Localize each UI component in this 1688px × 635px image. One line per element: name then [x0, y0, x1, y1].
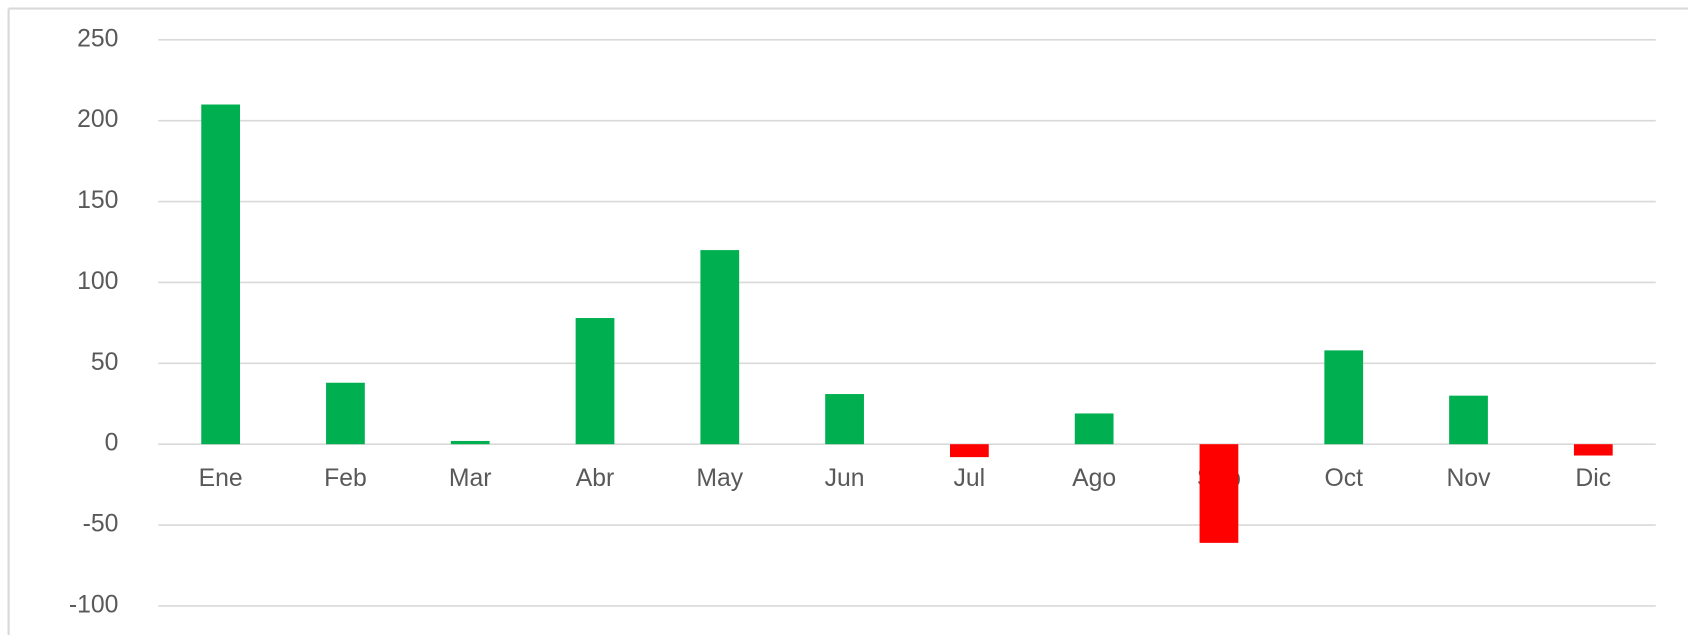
bar	[825, 394, 864, 445]
y-tick-label: -100	[69, 591, 119, 618]
x-tick-label: May	[696, 465, 743, 492]
y-tick-label: -50	[83, 511, 119, 538]
bar	[201, 104, 241, 445]
x-tick-label: Nov	[1447, 465, 1492, 492]
x-tick-label: Abr	[576, 465, 615, 492]
y-tick-label: 250	[77, 25, 118, 52]
bar	[1199, 444, 1239, 543]
y-tick-label: 200	[77, 106, 118, 133]
bar	[1074, 413, 1114, 445]
y-tick-label: 150	[77, 187, 118, 214]
bar	[1573, 444, 1613, 456]
x-tick-label: Ene	[199, 465, 243, 492]
bar	[326, 382, 365, 445]
x-tick-label: Jun	[825, 465, 865, 492]
bar	[949, 444, 989, 458]
bar	[575, 318, 615, 445]
y-tick-label: 50	[91, 349, 119, 376]
y-tick-label: 100	[77, 268, 118, 295]
bar	[700, 250, 740, 445]
bar	[1324, 350, 1364, 445]
x-tick-label: Ago	[1072, 465, 1116, 492]
x-tick-label: Mar	[449, 465, 492, 492]
x-tick-label: Feb	[324, 465, 367, 492]
bar	[1449, 395, 1488, 445]
x-tick-label: Dic	[1575, 465, 1611, 492]
bar	[450, 440, 490, 445]
y-tick-label: 0	[105, 430, 119, 457]
x-tick-label: Oct	[1324, 465, 1363, 492]
x-tick-label: Jul	[954, 465, 986, 492]
